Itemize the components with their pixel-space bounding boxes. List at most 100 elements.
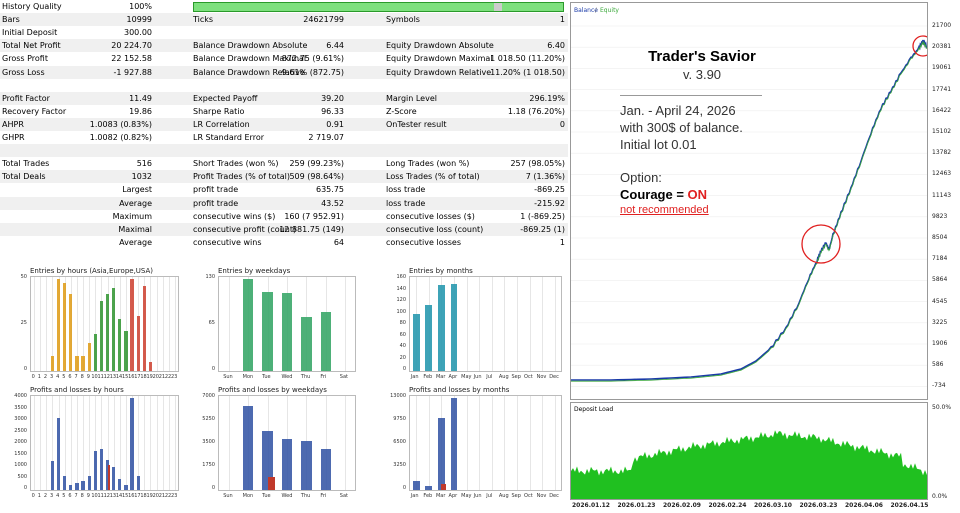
mini-chart-title: Entries by hours (Asia,Europe,USA) <box>30 267 154 275</box>
report-row: GHPR 1.0082 (0.82%) LR Standard Error 2 719… <box>0 131 568 144</box>
y-tick-label: 0 <box>211 485 215 491</box>
report-row: Largest profit trade 635.75 loss trade -869.… <box>0 183 568 196</box>
balance-y-tick: 21700 <box>932 22 952 29</box>
grid-line <box>83 277 85 371</box>
report-cell: Total Net Profit <box>2 41 61 51</box>
grid-line <box>554 277 556 371</box>
chart-bar <box>87 476 91 490</box>
report-cell: loss trade <box>386 198 426 208</box>
x-tick-label: Jan <box>410 374 419 380</box>
mini-chart-title: Entries by months <box>409 267 473 275</box>
history-quality-marker <box>494 3 502 11</box>
x-tick-label: 9 <box>86 493 90 499</box>
report-cell: consecutive loss (count) <box>386 224 484 234</box>
report-cell: 160 (7 952.91) <box>284 211 344 221</box>
mini-chart-title: Profits and losses by weekdays <box>218 386 327 394</box>
chart-bar <box>320 311 332 371</box>
courage-label: Courage = <box>620 187 688 202</box>
report-cell: 10999 <box>126 15 152 25</box>
report-cell: Profit Factor <box>2 93 50 103</box>
courage-value: ON <box>687 187 708 202</box>
promo-balance: with 300$ of balance. <box>620 120 743 135</box>
chart-bar <box>412 480 420 490</box>
report-cell: Equity Drawdown Maximal <box>386 54 493 64</box>
x-tick-label: 18 <box>140 374 147 380</box>
grid-line <box>52 277 54 371</box>
grid-line <box>479 277 481 371</box>
balance-x-tick: 2026.01.23 <box>617 502 656 509</box>
x-tick-label: Mar <box>435 493 446 499</box>
loss-bar <box>441 483 447 490</box>
x-tick-label: Thu <box>300 374 311 380</box>
chart-bar <box>425 486 433 490</box>
grid-line <box>504 277 506 371</box>
chart-bar <box>437 284 445 371</box>
x-tick-label: Dec <box>549 493 559 499</box>
x-tick-label: 11 <box>97 374 104 380</box>
grid-line <box>52 396 54 490</box>
chart-bar <box>93 334 97 371</box>
x-tick-label: Dec <box>549 374 559 380</box>
grid-line <box>95 277 97 371</box>
report-row: Maximal consecutive profit (count) 12 881.… <box>0 222 568 236</box>
x-tick-label: Sun <box>223 493 233 499</box>
x-tick-label: Sun <box>223 374 233 380</box>
report-cell: 64 <box>333 237 344 247</box>
report-cell: Ticks <box>193 15 214 25</box>
grid-line <box>491 396 493 490</box>
x-tick-label: 6 <box>68 493 72 499</box>
chart-bar <box>142 286 146 371</box>
y-tick-label: 3000 <box>14 416 27 422</box>
balance-y-tick: 3225 <box>932 318 948 326</box>
balance-y-tick: 586 <box>932 361 944 369</box>
grid-line <box>174 277 176 371</box>
grid-line <box>516 396 518 490</box>
report-row: Gross Profit 22 152.58 Balance Drawdown Ma… <box>0 52 568 65</box>
x-tick-label: 3 <box>49 374 54 380</box>
grid-line <box>125 277 127 371</box>
chart-bar <box>124 330 128 371</box>
balance-x-tick: 2026.02.09 <box>663 502 701 509</box>
report-cell: 43.52 <box>321 198 344 208</box>
grid-line <box>168 277 170 371</box>
y-tick-label: 160 <box>396 274 406 280</box>
report-cell: 1 (-869.25) <box>520 211 565 221</box>
grid-line <box>529 396 531 490</box>
report-cell: Equity Drawdown Absolute <box>386 41 494 51</box>
report-cell: 11.20% (1 018.50) <box>490 67 565 77</box>
chart-bar <box>63 476 67 490</box>
report-row: Gross Loss -1 927.88 Balance Drawdown Rela… <box>0 65 568 79</box>
promo-note: not recommended <box>620 204 709 216</box>
report-cell: OnTester result <box>386 119 447 129</box>
grid-line <box>542 396 544 490</box>
chart-bar <box>450 398 458 490</box>
y-tick-label: 80 <box>399 320 406 326</box>
y-tick-label: 9750 <box>393 416 406 422</box>
x-tick-label: May <box>461 374 472 380</box>
report-cell: consecutive wins <box>193 237 262 247</box>
y-tick-label: 500 <box>17 473 27 480</box>
x-tick-label: 16 <box>128 374 135 380</box>
x-tick-label: Fri <box>320 374 327 380</box>
x-tick-label: 5 <box>62 374 66 380</box>
grid-line <box>125 396 127 490</box>
y-tick-label: 3500 <box>14 404 27 411</box>
y-tick-label: 3500 <box>202 439 215 445</box>
report-cell: consecutive profit (count) <box>193 224 297 234</box>
y-tick-label: 5250 <box>202 416 215 422</box>
report-cell: 22 152.58 <box>111 54 152 64</box>
x-tick-label: Apr <box>448 374 458 380</box>
grid-line <box>162 277 164 371</box>
report-cell: 24621799 <box>303 15 344 25</box>
report-row: Initial Deposit 300.00 <box>0 26 568 39</box>
grid-line <box>479 396 481 490</box>
report-cell: 9.61% (872.75) <box>281 67 344 77</box>
x-tick-label: 15 <box>121 493 129 499</box>
chart-bar <box>105 293 110 371</box>
x-tick-label: 15 <box>121 374 129 380</box>
chart-bar <box>281 293 293 371</box>
report-cell: 20 224.70 <box>111 41 152 51</box>
report-cell: consecutive wins ($) <box>193 211 276 221</box>
x-tick-label: Wed <box>281 374 293 380</box>
x-tick-label: 23 <box>170 374 178 380</box>
